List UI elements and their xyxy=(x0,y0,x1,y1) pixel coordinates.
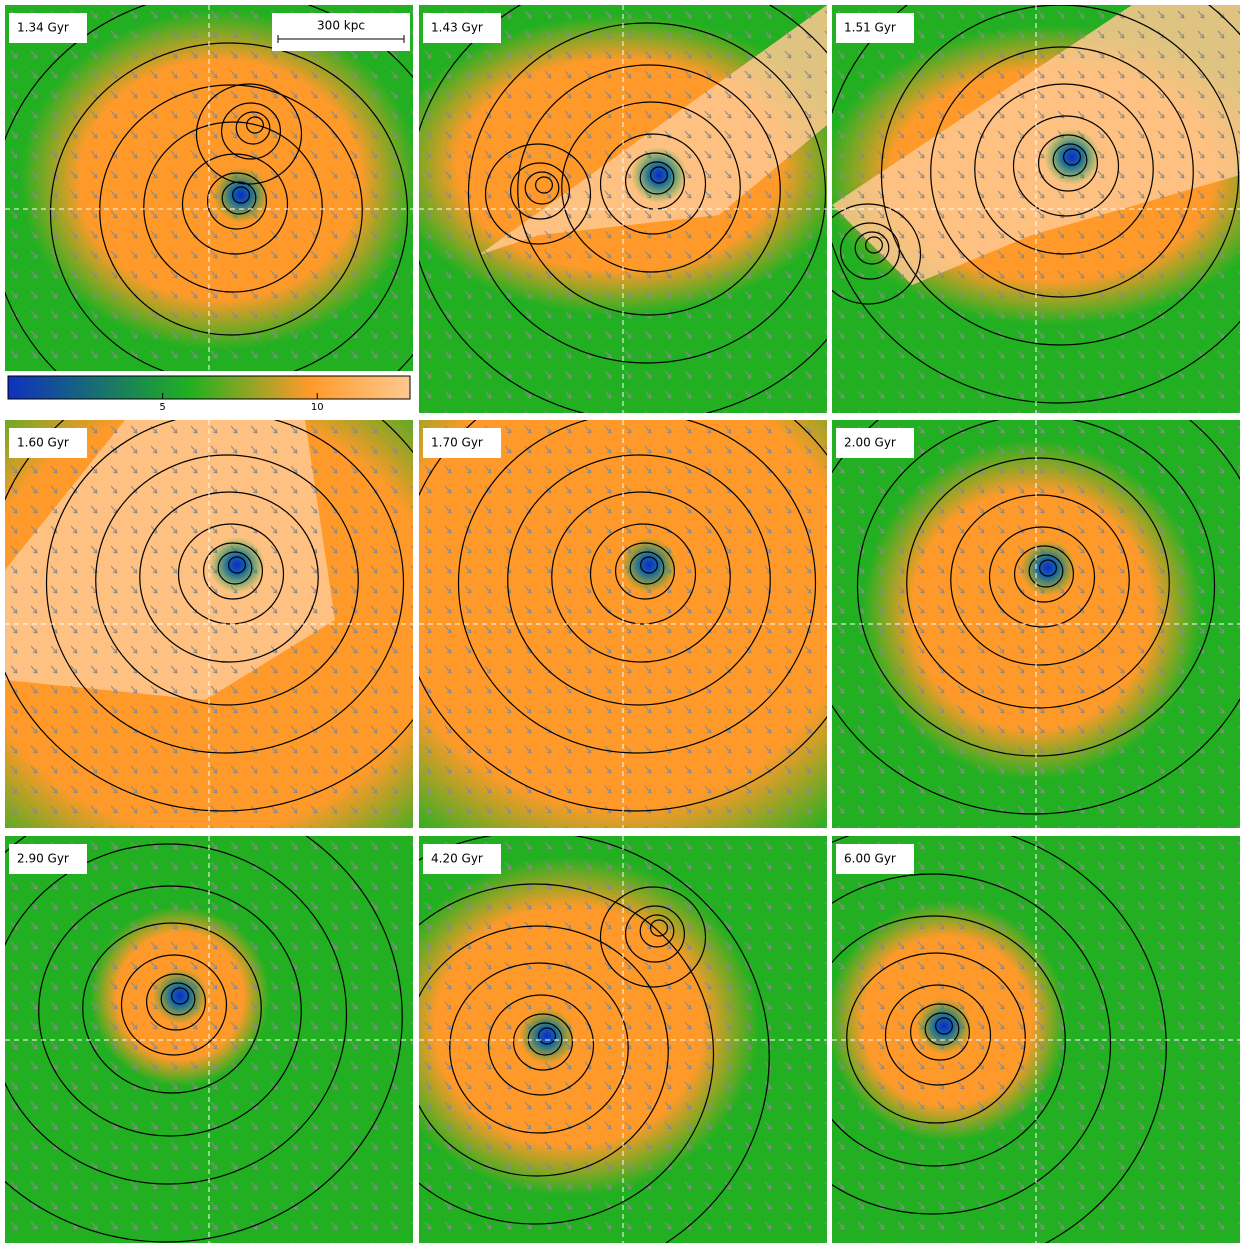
time-label: 1.43 Gyr xyxy=(431,21,483,35)
cool-core xyxy=(152,968,208,1024)
colorbar-tick-label: 10 xyxy=(311,402,324,413)
time-label: 1.60 Gyr xyxy=(17,436,69,450)
time-label: 4.20 Gyr xyxy=(431,852,483,866)
panel: 1.51 Gyr xyxy=(816,0,1243,413)
panel: 2.90 Gyr xyxy=(0,792,413,1243)
panel: 1.43 Gyr xyxy=(389,0,881,421)
time-label: 1.70 Gyr xyxy=(431,436,483,450)
time-label: 1.34 Gyr xyxy=(17,21,69,35)
cool-core xyxy=(1020,540,1076,596)
panel: 1.34 Gyr 300 kpc 5 10 xyxy=(0,0,463,441)
scale-label: 300 kpc xyxy=(317,19,365,33)
cool-core xyxy=(916,998,972,1054)
time-label: 1.51 Gyr xyxy=(844,21,896,35)
colorbar xyxy=(8,376,410,399)
figure: 1.34 Gyr 300 kpc 5 10 1.43 Gyr 1.51 Gyr 1.60 G… xyxy=(0,0,1243,1243)
cool-core xyxy=(621,537,677,593)
cool-core xyxy=(1044,129,1100,185)
cool-core xyxy=(213,167,269,223)
cool-core xyxy=(631,147,687,203)
time-label: 6.00 Gyr xyxy=(844,852,896,866)
time-label: 2.90 Gyr xyxy=(17,852,69,866)
page: {"panels": [{"label": "1.34 Gyr"}, {"lab… xyxy=(0,0,1243,1243)
cool-core xyxy=(209,537,265,593)
panel: 2.00 Gyr xyxy=(798,364,1243,828)
colorbar-tick-label: 5 xyxy=(159,402,165,413)
cool-core xyxy=(519,1008,575,1064)
time-label: 2.00 Gyr xyxy=(844,436,896,450)
